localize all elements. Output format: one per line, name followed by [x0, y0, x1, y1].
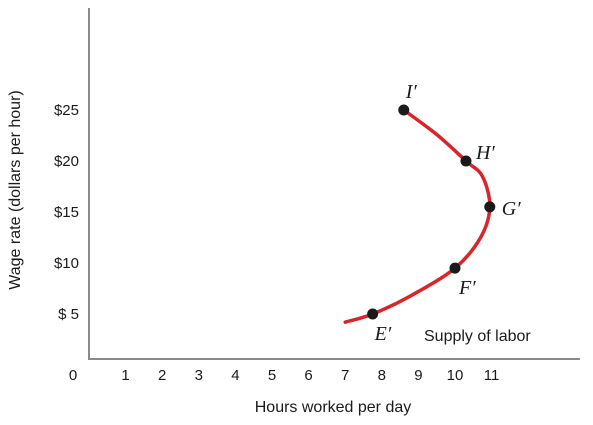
- x-tick-label: 8: [378, 367, 386, 384]
- curve-points: E′ F′ G′ H′ I′: [367, 81, 521, 345]
- x-tick-label: 2: [158, 367, 166, 384]
- x-tick-label: 5: [268, 367, 276, 384]
- x-tick-label: 1: [121, 367, 129, 384]
- data-point: [484, 201, 496, 213]
- origin-label: 0: [69, 367, 77, 384]
- x-tick-label: 10: [447, 367, 464, 384]
- x-tick-labels: 1 2 3 4 5 6 7 8 9 10 11: [121, 367, 499, 384]
- supply-curve-label: Supply of labor: [424, 328, 531, 345]
- y-tick-label: $15: [54, 204, 79, 221]
- y-axis-title: Wage rate (dollars per hour): [7, 90, 24, 290]
- y-tick-label: $25: [54, 102, 79, 119]
- y-tick-labels: $ 5 $10 $15 $20 $25: [54, 102, 79, 323]
- point-label: E′: [374, 323, 392, 345]
- data-point: [449, 262, 461, 274]
- y-tick-label: $ 5: [58, 306, 79, 323]
- x-tick-label: 7: [341, 367, 349, 384]
- x-axis-title: Hours worked per day: [255, 399, 412, 416]
- data-point: [367, 308, 379, 320]
- y-tick-label: $20: [54, 153, 79, 170]
- x-tick-label: 6: [304, 367, 312, 384]
- y-tick-label: $10: [54, 255, 79, 272]
- point-label: I′: [405, 81, 418, 103]
- point-label: H′: [475, 142, 495, 164]
- x-tick-label: 3: [195, 367, 203, 384]
- point-label: G′: [502, 198, 521, 220]
- x-tick-label: 11: [484, 367, 500, 384]
- x-tick-label: 9: [414, 367, 422, 384]
- data-point: [398, 104, 410, 116]
- x-tick-label: 4: [231, 367, 239, 384]
- data-point: [460, 155, 472, 167]
- supply-curve-line: [343, 108, 492, 324]
- point-label: F′: [458, 277, 476, 299]
